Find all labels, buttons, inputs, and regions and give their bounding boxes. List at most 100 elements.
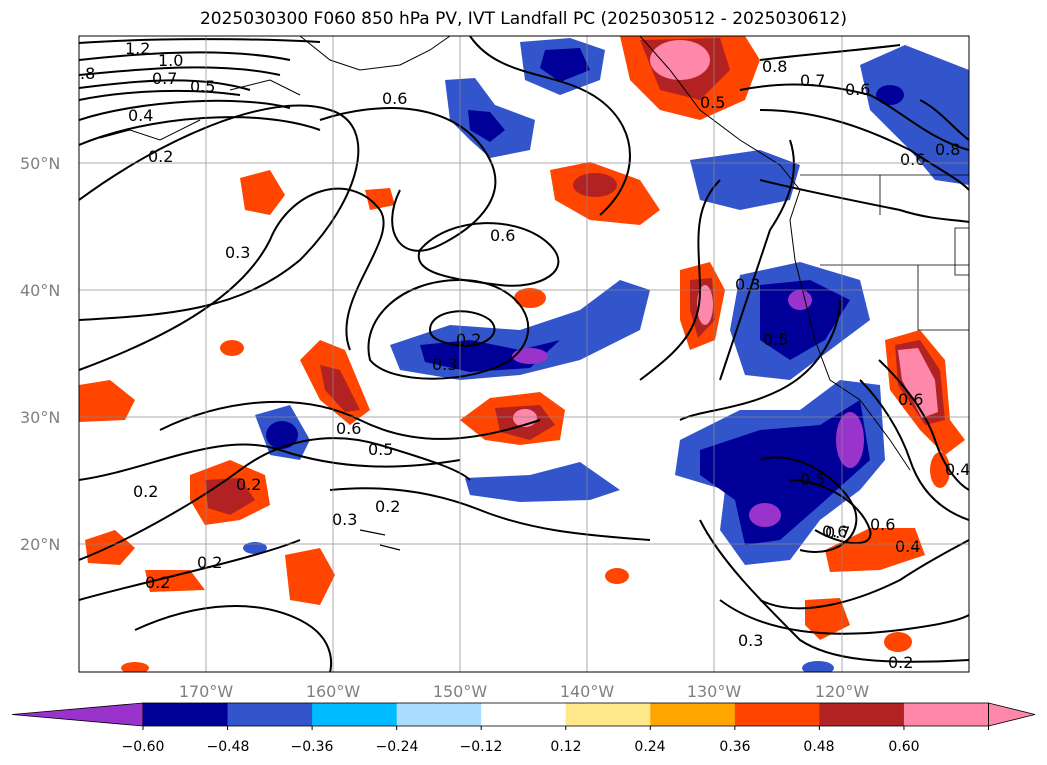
colorbar-tick-label: −0.48 <box>207 739 250 755</box>
colorbar-swatch <box>565 703 651 726</box>
contour-label: 0.6 <box>870 515 895 534</box>
colorbar-swatch <box>143 703 229 726</box>
contour-label: 0.6 <box>382 89 407 108</box>
neg-region-7 <box>465 462 620 502</box>
neg-region-9-core <box>876 85 904 105</box>
pos-region-12 <box>145 570 205 592</box>
contour-label: 0.6 <box>898 390 923 409</box>
lon-label: 170°W <box>179 682 234 701</box>
lon-label: 140°W <box>560 682 615 701</box>
contour-label: 0.6 <box>822 522 847 541</box>
graticule <box>79 36 969 672</box>
longitude-labels: 170°W 160°W 150°W 140°W 130°W 120°W <box>179 682 870 701</box>
colorbar-tick-label: −0.12 <box>460 739 503 755</box>
colorbar-swatch <box>396 703 482 726</box>
contour-label: 0.7 <box>152 69 177 88</box>
pos-region-11 <box>285 548 335 605</box>
pos-region-17 <box>805 598 850 640</box>
contour-label: 1.0 <box>158 51 183 70</box>
pos-region-4 <box>365 188 395 210</box>
contour-label: 0.5 <box>368 440 393 459</box>
pos-region-9 <box>79 380 135 422</box>
contour-label: 0.2 <box>236 475 261 494</box>
colorbar-tick-label: 0.36 <box>719 739 750 755</box>
colorbar-tick-label: −0.60 <box>122 739 165 755</box>
pos-region-1-max <box>650 40 710 80</box>
pos-region-21 <box>121 662 149 672</box>
contour-label: 0.8 <box>762 57 787 76</box>
contour-label: 1.2 <box>125 39 150 58</box>
colorbar-swatch <box>650 703 736 726</box>
colorbar-tick-labels: −0.60 −0.48 −0.36 −0.24 −0.12 0.12 0.24 … <box>122 739 920 755</box>
pos-region-13 <box>220 340 244 356</box>
contour-label: 0.5 <box>763 330 788 349</box>
contour-labels: 1.2 1.0 .8 0.7 0.5 0.4 0.2 0.6 0.3 0.6 0… <box>80 39 970 672</box>
lat-label: 40°N <box>20 281 60 300</box>
neg-region-5-min <box>788 290 812 310</box>
colorbar-tick-label: 0.48 <box>803 739 834 755</box>
colorbar-tick-label: 0.12 <box>550 739 581 755</box>
colorbar-swatch <box>312 703 398 726</box>
contour-label: 0.7 <box>825 523 850 542</box>
colorbar-tick-label: −0.36 <box>291 739 334 755</box>
contour-label: 0.6 <box>490 226 515 245</box>
colorbar-swatch <box>903 703 989 726</box>
contour-label: 0.3 <box>735 275 760 294</box>
pos-region-19 <box>605 568 629 584</box>
lon-label: 150°W <box>433 682 488 701</box>
neg-region-9 <box>860 45 969 185</box>
pos-region-18 <box>884 632 912 652</box>
neg-region-11 <box>802 661 834 672</box>
lat-label: 20°N <box>20 535 60 554</box>
contour-label: 0.2 <box>145 573 170 592</box>
neg-region-4-core <box>420 340 560 372</box>
pos-region-8-core <box>205 478 255 515</box>
neg-region-1-core <box>540 48 590 82</box>
contour-label: 0.2 <box>375 497 400 516</box>
colorbar-swatch <box>227 703 313 726</box>
colorbar-tick-label: −0.24 <box>376 739 419 755</box>
neg-region-8-core <box>266 421 298 449</box>
pos-region-2-core <box>573 173 617 197</box>
contour-label: 0.2 <box>197 553 222 572</box>
neg-region-6-min-a <box>836 412 864 468</box>
contour-label: 0.6 <box>336 419 361 438</box>
pos-region-5-max <box>697 285 713 325</box>
colorbar-extend-high <box>988 702 1036 727</box>
pos-region-6-core <box>320 365 360 412</box>
contour-label: 0.3 <box>738 631 763 650</box>
pos-region-16 <box>825 528 925 572</box>
colorbar-extend-low <box>11 702 144 727</box>
neg-region-10 <box>243 542 267 554</box>
neg-region-4-min <box>512 348 548 364</box>
colorbar-swatch <box>734 703 820 726</box>
neg-region-5-core <box>760 280 850 360</box>
contour-label: 0.6 <box>900 150 925 169</box>
neg-region-6-min-b <box>749 503 781 527</box>
contour-label: 0.4 <box>945 460 970 479</box>
contour-label: 0.5 <box>700 93 725 112</box>
contour-label: 0.5 <box>800 470 825 489</box>
contour-label: 0.3 <box>432 355 457 374</box>
contour-label: .8 <box>80 64 95 83</box>
pos-region-3 <box>240 170 285 215</box>
coastlines <box>99 36 969 551</box>
pos-region-15-max <box>898 348 938 418</box>
contour-label: 0.5 <box>190 77 215 96</box>
contour-label: 0.2 <box>148 147 173 166</box>
neg-region-3 <box>690 150 800 210</box>
contour-label: 0.3 <box>225 243 250 262</box>
contour-label: 0.8 <box>935 140 960 159</box>
lat-label: 30°N <box>20 408 60 427</box>
plot-frame <box>78 35 970 673</box>
lon-label: 120°W <box>815 682 870 701</box>
contour-label: 0.4 <box>128 106 153 125</box>
contour-label: 0.2 <box>456 330 481 349</box>
lon-label: 130°W <box>687 682 742 701</box>
chart-title: 2025030300 F060 850 hPa PV, IVT Landfall… <box>199 9 847 29</box>
lon-label: 160°W <box>306 682 361 701</box>
latitude-labels: 50°N 40°N 30°N 20°N <box>20 154 60 554</box>
pc-anomaly-fills <box>79 36 969 672</box>
neg-region-6-core <box>700 400 870 545</box>
